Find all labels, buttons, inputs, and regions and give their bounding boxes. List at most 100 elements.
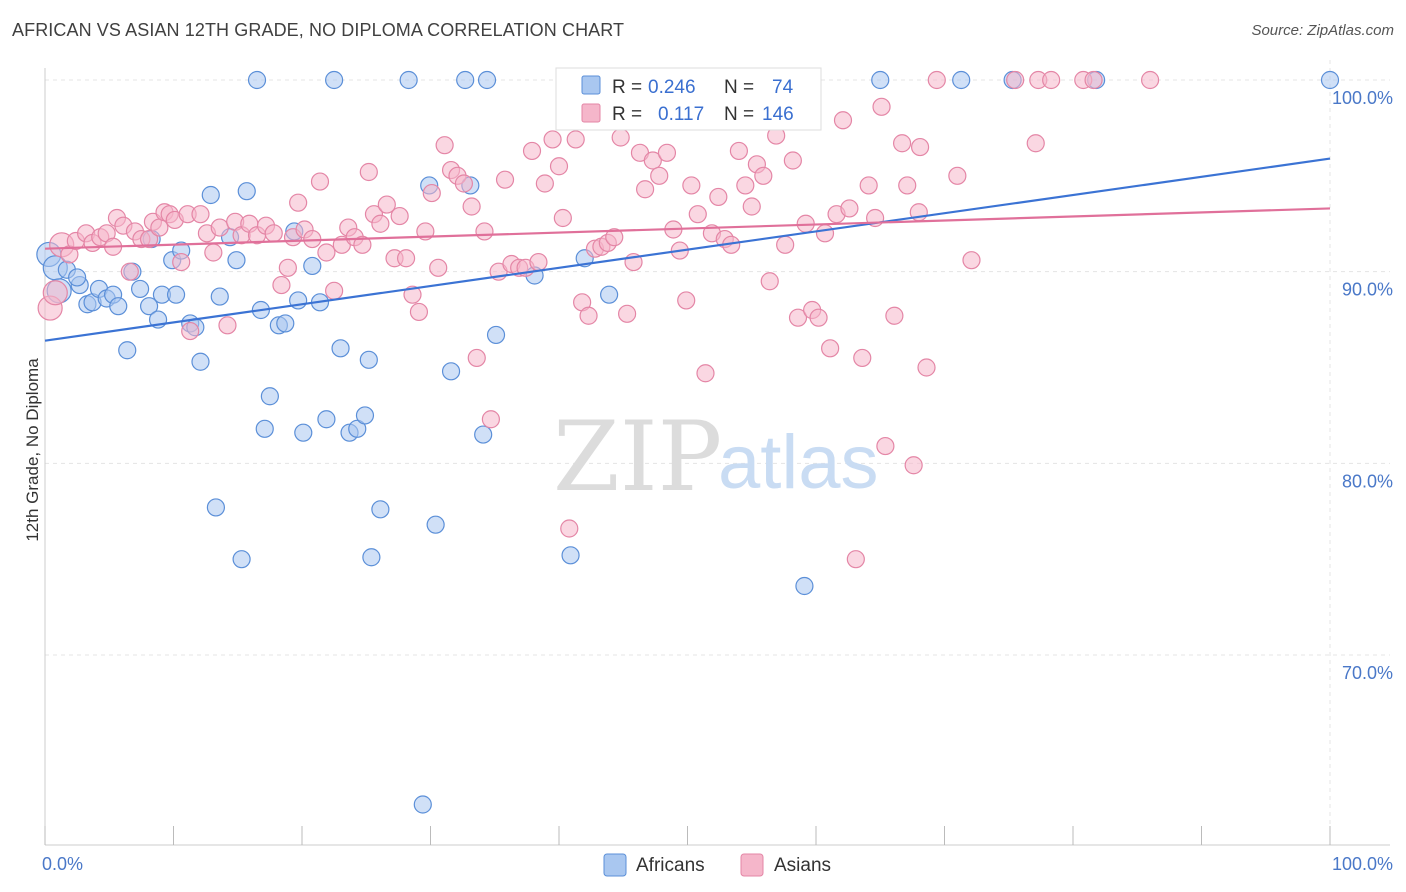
africans-point-35 — [260, 387, 279, 406]
asians-point-99 — [688, 205, 707, 224]
asians-point-47 — [353, 235, 372, 254]
asians-point-97 — [677, 291, 696, 310]
legend-n-label-africans: N = — [724, 77, 754, 98]
africans-point-72 — [1320, 70, 1340, 90]
axes — [44, 68, 1390, 846]
bottom-legend-label-asians: Asians — [774, 855, 831, 876]
africans-point-44 — [325, 70, 344, 90]
africans-point-29 — [227, 251, 246, 270]
asians-point-80 — [566, 130, 585, 149]
asians-point-67 — [481, 410, 500, 429]
africans-trend-line — [44, 157, 1331, 342]
africans-point-56 — [441, 362, 461, 381]
asians-point-136 — [948, 166, 967, 185]
asians-point-60 — [435, 136, 454, 155]
africans-point-52 — [399, 70, 418, 90]
legend-r-label-asians: R = — [612, 104, 642, 125]
x-tick-label-1: 100.0% — [1332, 854, 1393, 874]
asians-point-119 — [821, 339, 840, 358]
asians-point-135 — [927, 70, 946, 90]
asians-point-91 — [635, 180, 655, 199]
asians-point-41 — [310, 172, 330, 191]
africans-point-59 — [474, 425, 493, 444]
legend-top: R = 0.246 N = 74 R = 0.117 N = 146 — [555, 67, 822, 131]
africans-point-5 — [68, 268, 87, 287]
asians-point-117 — [809, 308, 828, 327]
asians-point-86 — [605, 228, 624, 247]
asians-point-102 — [709, 187, 728, 207]
x-tick-label-0: 0.0% — [42, 854, 83, 874]
africans-point-65 — [600, 285, 619, 304]
asians-point-123 — [846, 550, 865, 569]
africans-point-47 — [348, 419, 367, 438]
asians-point-73 — [522, 141, 542, 161]
asians-point-87 — [611, 128, 630, 147]
asians-point-79 — [560, 519, 579, 538]
asians-point-65 — [467, 348, 486, 368]
legend-n-label-asians: N = — [724, 104, 754, 125]
asians-point-54 — [396, 249, 416, 268]
legend-r-value-asians: 0.117 — [658, 104, 704, 125]
watermark-zip: ZIP — [553, 401, 722, 513]
legend-n-value-asians: 146 — [762, 104, 794, 125]
asians-point-59 — [429, 258, 448, 277]
y-tick-label-1: 90.0% — [1342, 280, 1393, 300]
bottom-legend-label-africans: Africans — [636, 855, 705, 876]
africans-point-61 — [486, 325, 506, 345]
legend-swatch-asians — [581, 103, 601, 123]
chart-title: AFRICAN VS ASIAN 12TH GRADE, NO DIPLOMA … — [12, 20, 625, 40]
watermark-atlas: atlas — [718, 420, 879, 505]
asians-point-130 — [892, 134, 912, 153]
y-axis-label: 12th Grade, No Diploma — [23, 358, 42, 542]
asians-point-78 — [553, 208, 572, 228]
asians-point-24 — [191, 205, 210, 224]
chart-source: Source: ZipAtlas.com — [1251, 22, 1394, 39]
asians-point-106 — [736, 176, 755, 195]
africans-point-41 — [303, 256, 322, 276]
asians-point-93 — [650, 166, 669, 185]
bottom-legend-swatch-asians — [740, 853, 764, 877]
asians-point-75 — [535, 174, 554, 193]
asians-point-27 — [210, 218, 229, 237]
africans-point-26 — [206, 498, 226, 517]
asians-point-26 — [204, 243, 223, 262]
asians-point-100 — [696, 364, 715, 383]
asians-point-1 — [42, 280, 68, 306]
asians-point-134 — [917, 358, 936, 377]
asians-point-129 — [885, 306, 904, 325]
asians-point-133 — [910, 137, 930, 157]
africans-point-12 — [118, 341, 137, 360]
africans-point-11 — [109, 297, 128, 316]
africans-point-27 — [210, 287, 229, 306]
asians-point-51 — [377, 195, 396, 214]
asians-point-77 — [549, 157, 569, 176]
asians-point-140 — [1042, 70, 1061, 90]
asians-point-125 — [859, 176, 878, 195]
africans-point-34 — [255, 419, 274, 438]
africans-point-53 — [413, 795, 432, 814]
y-tick-label-2: 80.0% — [1342, 471, 1393, 491]
asians-point-34 — [264, 224, 283, 243]
watermark: ZIP atlas — [553, 401, 879, 513]
asians-point-42 — [317, 243, 336, 262]
asians-point-21 — [172, 252, 191, 272]
asians-point-131 — [898, 176, 917, 195]
y-tick-label-3: 70.0% — [1342, 663, 1393, 683]
africans-point-14 — [130, 279, 150, 299]
asians-point-110 — [760, 272, 779, 291]
asians-point-144 — [1026, 134, 1045, 153]
asians-point-142 — [1084, 70, 1103, 90]
asians-point-74 — [529, 252, 548, 272]
asians-point-132 — [904, 456, 923, 475]
asians-point-112 — [776, 235, 795, 254]
legend-bottom: Africans Asians — [603, 853, 831, 877]
asians-point-48 — [359, 162, 378, 182]
asians-point-55 — [403, 285, 422, 304]
africans-point-31 — [237, 182, 256, 201]
asians-point-69 — [495, 170, 515, 189]
africans-point-30 — [232, 550, 251, 569]
legend-n-value-africans: 74 — [772, 77, 794, 98]
africans-point-20 — [166, 285, 186, 304]
asians-point-118 — [815, 224, 835, 243]
